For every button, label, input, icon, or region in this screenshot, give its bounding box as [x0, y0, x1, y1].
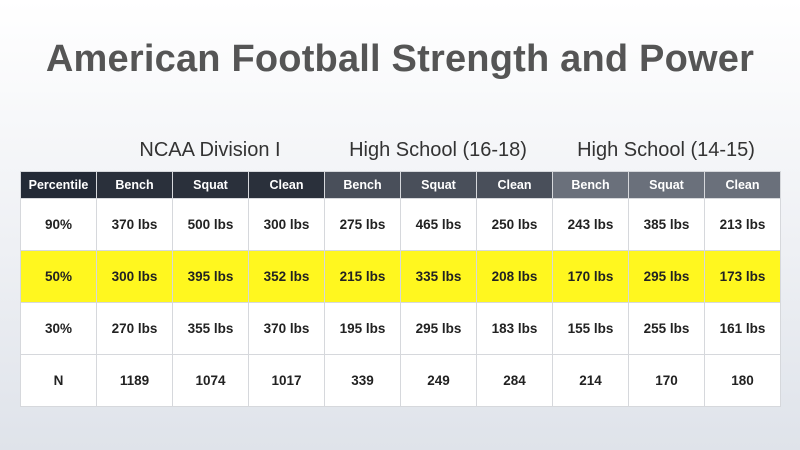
header-percentile: Percentile — [20, 171, 97, 199]
table-row-90: 90% 370 lbs 500 lbs 300 lbs 275 lbs 465 … — [20, 198, 781, 251]
header-hs1618-clean: Clean — [476, 171, 553, 199]
table-cell: 30% — [20, 302, 97, 355]
table-cell: 170 lbs — [552, 250, 629, 303]
table-row-50-highlighted: 50% 300 lbs 395 lbs 352 lbs 215 lbs 335 … — [20, 250, 781, 303]
table-cell: 1074 — [172, 354, 249, 407]
table-cell: 214 — [552, 354, 629, 407]
table-cell: 300 lbs — [248, 198, 325, 251]
table-cell: 335 lbs — [400, 250, 477, 303]
header-hs1618-bench: Bench — [324, 171, 401, 199]
strength-table: Percentile Bench Squat Clean Bench Squat… — [20, 171, 781, 407]
table-cell: 270 lbs — [96, 302, 173, 355]
header-ncaa-bench: Bench — [96, 171, 173, 199]
table-cell: 295 lbs — [400, 302, 477, 355]
table-cell: 300 lbs — [96, 250, 173, 303]
table-cell: 161 lbs — [704, 302, 781, 355]
table-cell: 500 lbs — [172, 198, 249, 251]
group-label-high-school-14-15: High School (14-15) — [577, 139, 755, 161]
table-cell: 215 lbs — [324, 250, 401, 303]
table-cell: 1189 — [96, 354, 173, 407]
table-cell: N — [20, 354, 97, 407]
header-hs1415-clean: Clean — [704, 171, 781, 199]
table-cell: 295 lbs — [628, 250, 705, 303]
header-hs1415-squat: Squat — [628, 171, 705, 199]
table-cell: 1017 — [248, 354, 325, 407]
table-cell: 465 lbs — [400, 198, 477, 251]
table-cell: 243 lbs — [552, 198, 629, 251]
table-cell: 213 lbs — [704, 198, 781, 251]
table-cell: 284 — [476, 354, 553, 407]
table-cell: 370 lbs — [96, 198, 173, 251]
table-cell: 183 lbs — [476, 302, 553, 355]
header-hs1415-bench: Bench — [552, 171, 629, 199]
table-cell: 195 lbs — [324, 302, 401, 355]
header-hs1618-squat: Squat — [400, 171, 477, 199]
header-row: Percentile Bench Squat Clean Bench Squat… — [20, 171, 781, 199]
table-cell: 170 — [628, 354, 705, 407]
table-cell: 275 lbs — [324, 198, 401, 251]
table-cell: 370 lbs — [248, 302, 325, 355]
table-cell: 50% — [20, 250, 97, 303]
table-cell: 395 lbs — [172, 250, 249, 303]
header-ncaa-squat: Squat — [172, 171, 249, 199]
table-cell: 385 lbs — [628, 198, 705, 251]
table-cell: 208 lbs — [476, 250, 553, 303]
table-cell: 249 — [400, 354, 477, 407]
table-cell: 250 lbs — [476, 198, 553, 251]
table-row-n: N 1189 1074 1017 339 249 284 214 170 180 — [20, 354, 781, 407]
table-row-30: 30% 270 lbs 355 lbs 370 lbs 195 lbs 295 … — [20, 302, 781, 355]
table-cell: 90% — [20, 198, 97, 251]
group-label-ncaa: NCAA Division I — [139, 139, 281, 161]
table-cell: 255 lbs — [628, 302, 705, 355]
table-cell: 339 — [324, 354, 401, 407]
slide-title: American Football Strength and Power — [45, 38, 755, 80]
table-cell: 173 lbs — [704, 250, 781, 303]
group-label-high-school-16-18: High School (16-18) — [349, 139, 527, 161]
table-cell: 355 lbs — [172, 302, 249, 355]
table-cell: 352 lbs — [248, 250, 325, 303]
table-cell: 155 lbs — [552, 302, 629, 355]
table-cell: 180 — [704, 354, 781, 407]
header-ncaa-clean: Clean — [248, 171, 325, 199]
